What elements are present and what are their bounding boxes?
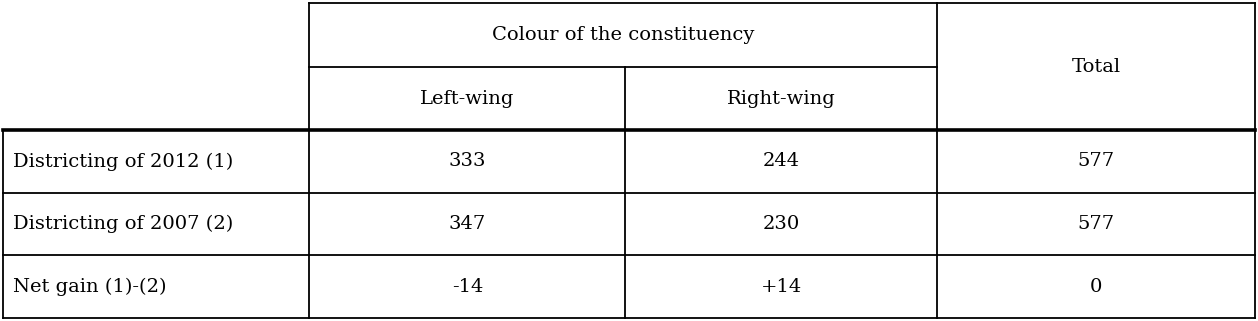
Text: Colour of the constituency: Colour of the constituency bbox=[492, 26, 755, 44]
Text: 577: 577 bbox=[1078, 152, 1115, 170]
Text: 0: 0 bbox=[1091, 277, 1102, 296]
Text: Right-wing: Right-wing bbox=[727, 90, 835, 108]
Text: 230: 230 bbox=[762, 215, 800, 233]
Text: Left-wing: Left-wing bbox=[420, 90, 515, 108]
Text: +14: +14 bbox=[761, 277, 801, 296]
Text: 244: 244 bbox=[762, 152, 800, 170]
Text: 333: 333 bbox=[449, 152, 486, 170]
Text: Districting of 2012 (1): Districting of 2012 (1) bbox=[13, 152, 233, 171]
Text: -14: -14 bbox=[452, 277, 483, 296]
Text: 347: 347 bbox=[449, 215, 486, 233]
Text: Total: Total bbox=[1072, 57, 1121, 75]
Text: Districting of 2007 (2): Districting of 2007 (2) bbox=[13, 215, 233, 233]
Text: Net gain (1)-(2): Net gain (1)-(2) bbox=[13, 277, 166, 296]
Text: 577: 577 bbox=[1078, 215, 1115, 233]
